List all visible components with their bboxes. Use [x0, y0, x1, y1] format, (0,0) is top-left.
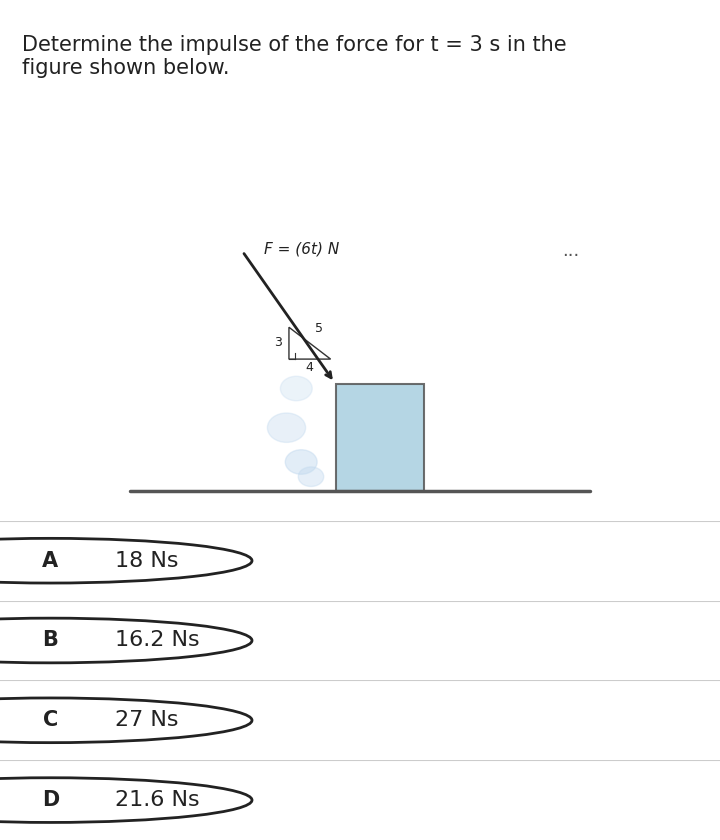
- Ellipse shape: [298, 467, 324, 486]
- Text: ...: ...: [562, 242, 580, 260]
- Ellipse shape: [267, 413, 305, 443]
- Text: 21.6 Ns: 21.6 Ns: [115, 790, 200, 810]
- Text: F = (6t) N: F = (6t) N: [264, 241, 340, 256]
- Text: 18 Ns: 18 Ns: [115, 551, 179, 570]
- Text: Determine the impulse of the force for t = 3 s in the
figure shown below.: Determine the impulse of the force for t…: [22, 35, 566, 78]
- Text: C: C: [42, 711, 58, 730]
- Ellipse shape: [285, 449, 317, 475]
- Text: 5: 5: [315, 322, 323, 334]
- Text: A: A: [42, 551, 58, 570]
- Text: D: D: [42, 790, 59, 810]
- Text: B: B: [42, 631, 58, 650]
- Ellipse shape: [280, 376, 312, 401]
- Text: 27 Ns: 27 Ns: [115, 711, 179, 730]
- Bar: [336, 384, 423, 491]
- Text: 16.2 Ns: 16.2 Ns: [115, 631, 200, 650]
- Text: 3: 3: [274, 337, 282, 349]
- Text: 4: 4: [305, 361, 313, 374]
